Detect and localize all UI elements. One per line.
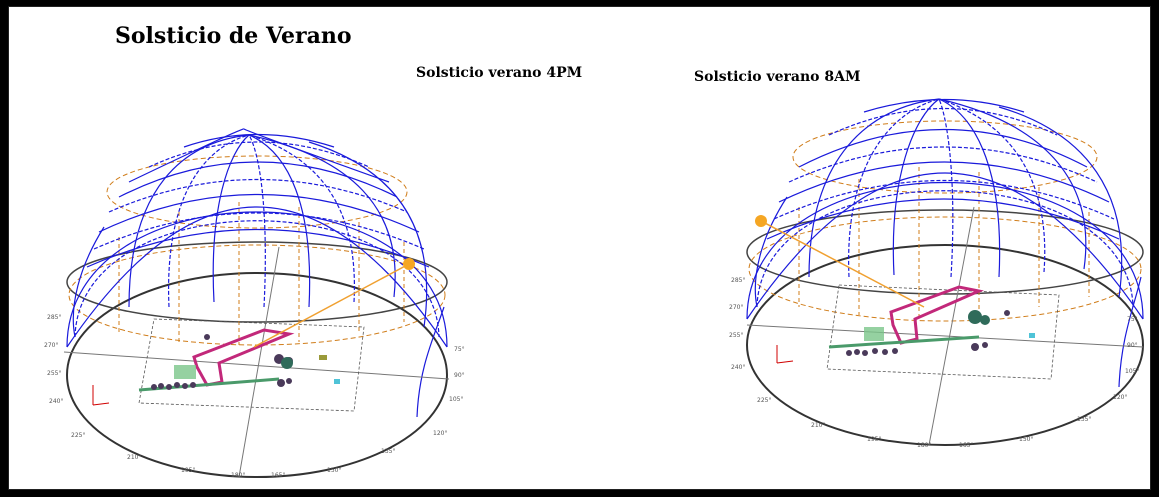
compass-lines [746,206,1144,446]
tick-label: 165° [959,442,973,449]
panel-label-8am: Solsticio verano 8AM [694,69,861,85]
ground-ellipse [746,244,1144,446]
tick-label: 180° [917,442,931,449]
degree-ticks: 285° 270° 255° 240° 225° 210° 195° 180° … [729,277,1139,449]
tick-label: 240° [731,364,745,371]
sun-ray [253,263,410,348]
sun-icon [755,215,767,227]
horizon-ellipse [746,209,1144,295]
sun-dome-4pm: 285° 270° 255° 240° 225° 210° 195° 180° … [44,128,465,479]
sun-path-ring [792,120,1098,194]
sun-altitude-ring [748,216,1142,322]
tick-label: 165° [271,472,285,479]
orange-verticals [118,202,405,345]
sun-icon [403,258,415,270]
building-outline [192,328,295,387]
tick-label: 135° [1077,416,1091,423]
tick-label: 240° [49,398,63,405]
site-boundary [826,284,1060,380]
tick-label: 180° [231,472,245,479]
tick-label: 150° [1019,436,1033,443]
orange-verticals [798,167,1090,319]
tick-label: 135° [381,448,395,455]
tick-label: 150° [327,467,341,474]
tick-label: 270° [729,304,743,311]
tick-label: 120° [1113,394,1127,401]
sun-ray [760,220,925,308]
axes-icon [776,345,794,364]
page-title: Solsticio de Verano [115,23,352,49]
sun-altitude-ring [68,244,446,346]
site-boundary [138,318,365,412]
axes-icon [92,385,110,406]
ground-ellipse [66,272,448,478]
tick-label: 195° [181,467,195,474]
sun-dome-8am: 285° 270° 255° 240° 225° 210° 195° 180° … [729,98,1144,449]
panel-label-4pm: Solsticio verano 4PM [416,65,583,81]
tick-label: 120° [433,430,447,437]
dome-grid [746,98,1144,388]
tick-label: 210° [811,422,825,429]
tick-label: 210° [127,454,141,461]
tick-label: 270° [44,342,58,349]
tick-label: 285° [731,277,745,284]
tick-label: 255° [729,332,743,339]
tick-label: 90° [1127,342,1138,349]
tick-label: 105° [1125,368,1139,375]
tick-label: 105° [449,396,463,403]
site-objects [138,334,340,392]
tick-label: 225° [71,432,85,439]
tick-label: 285° [47,314,61,321]
tick-label: 90° [454,372,465,379]
tick-label: 255° [47,370,61,377]
building-outline [889,285,984,345]
compass-lines [63,246,450,478]
tick-label: 195° [867,436,881,443]
tick-label: 225° [757,397,771,404]
degree-ticks: 285° 270° 255° 240° 225° 210° 195° 180° … [44,314,465,479]
site-objects [828,310,1035,356]
horizon-ellipse [66,241,448,323]
tick-label: 75° [1127,316,1138,323]
figure-frame: Solsticio de Verano Solsticio verano 4PM… [8,6,1151,490]
dome-grid [66,128,448,418]
tick-label: 75° [454,346,465,353]
